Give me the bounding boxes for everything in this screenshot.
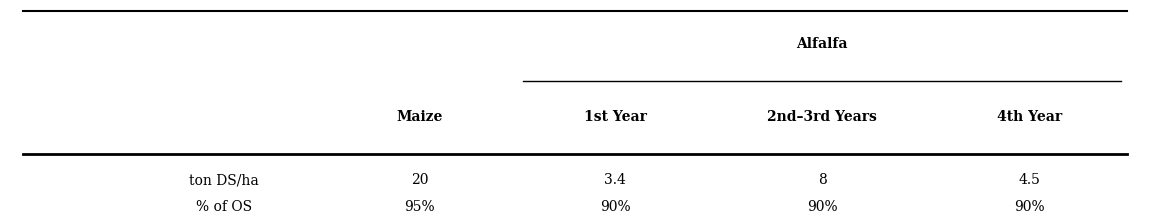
Text: 3.4: 3.4 <box>604 173 627 187</box>
Text: 20: 20 <box>411 173 429 187</box>
Text: 4th Year: 4th Year <box>997 110 1061 124</box>
Text: % of OS: % of OS <box>197 200 252 214</box>
Text: 90%: 90% <box>1014 200 1044 214</box>
Text: 95%: 95% <box>405 200 435 214</box>
Text: 90%: 90% <box>600 200 630 214</box>
Text: 2nd–3rd Years: 2nd–3rd Years <box>767 110 877 124</box>
Text: 4.5: 4.5 <box>1018 173 1041 187</box>
Text: Maize: Maize <box>397 110 443 124</box>
Text: ton DS/ha: ton DS/ha <box>190 173 259 187</box>
Text: 8: 8 <box>818 173 827 187</box>
Text: Alfalfa: Alfalfa <box>797 37 848 51</box>
Text: 90%: 90% <box>807 200 837 214</box>
Text: 1st Year: 1st Year <box>584 110 646 124</box>
